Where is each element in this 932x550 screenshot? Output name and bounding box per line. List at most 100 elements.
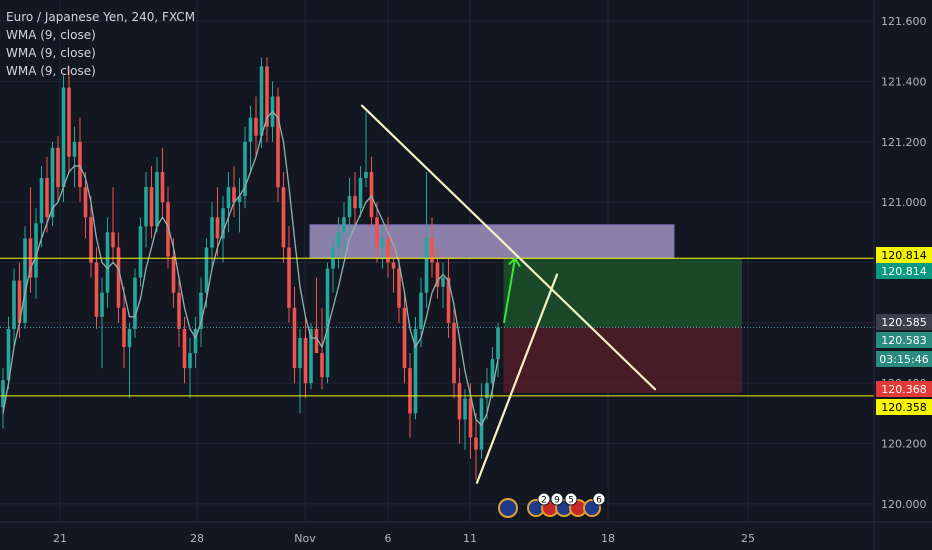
price-label-wma[interactable]: 120.583 [876,332,932,348]
candle [78,117,82,203]
price-label-level[interactable]: 120.814 [876,247,932,263]
price-label-level[interactable]: 120.358 [876,399,932,415]
price-label-bg [876,314,932,330]
candle-body [50,147,55,218]
candle [347,178,352,239]
candle [391,238,396,293]
x-tick-label: 25 [741,532,755,545]
candle-body [160,171,165,203]
candle [248,105,253,172]
candle-body [342,217,346,233]
price-label-bg [876,351,932,367]
candle [380,226,385,269]
candle-body [441,277,445,287]
candle-body [138,226,143,278]
candle-body [215,217,220,239]
candle-body [413,328,418,414]
candle-body [17,280,22,323]
candle-body [353,196,357,209]
candle-body [210,217,214,248]
candle [397,256,401,323]
price-label-text: 120.358 [881,401,927,414]
candle [479,383,484,459]
candle [100,277,104,369]
candle-body [177,292,181,329]
candle [353,171,357,227]
event-count-badge[interactable]: 9 [550,492,564,506]
candle [144,171,148,248]
candle [188,337,192,399]
candle-body [133,277,137,329]
price-label-target[interactable]: 120.814 [876,263,932,279]
candle-body [182,328,187,369]
position-zones [309,224,742,393]
indicator-label-2[interactable]: WMA (9, close) [6,46,96,60]
event-count-badge[interactable]: 2 [537,492,551,506]
candle [446,256,451,338]
candle [6,316,11,390]
candle [160,147,165,218]
trend-line[interactable] [475,273,559,484]
candle-body [364,171,368,179]
candle [232,165,236,218]
event-badge-circle [537,492,551,506]
candle [210,202,214,269]
price-label-stop[interactable]: 120.368 [876,381,932,397]
candle [149,165,154,239]
candle [314,277,319,354]
target-arrow-head [508,256,521,268]
x-tick-label: 18 [601,532,615,545]
candle-body [259,66,264,136]
candle [72,126,77,188]
candle-body [287,247,291,308]
target-arrow[interactable] [503,258,516,324]
loss-zone [503,327,742,393]
candle [226,171,231,233]
price-label-countdown[interactable]: 03:15:46 [876,351,932,367]
profit-zone [503,258,742,328]
candle-body [254,117,258,136]
candle-body [320,353,324,378]
candle-body [243,141,247,197]
indicator-label-3[interactable]: WMA (9, close) [6,64,96,78]
x-tick-label: 11 [463,532,477,545]
event-marker-eu[interactable] [498,498,518,518]
candle [259,57,264,148]
candle [122,286,126,369]
candles [1,57,500,480]
candle-body [391,262,396,269]
candle [292,286,297,384]
price-label-text: 120.368 [881,383,927,396]
wma-indicator [2,110,499,427]
candle-body [336,232,341,248]
event-count-badge[interactable]: 5 [564,492,578,506]
symbol-title[interactable]: Euro / Japanese Yen, 240, FXCM [6,10,196,24]
candle-body [435,262,440,287]
candle-body [496,327,500,360]
trend-line[interactable] [360,104,657,391]
candle [127,322,132,399]
event-badge-count: 9 [554,496,560,506]
candle-body [265,66,269,127]
candle-body [237,196,242,203]
candle [94,247,99,329]
candle [199,277,203,347]
candle-body [402,307,407,369]
candle-body [369,171,374,218]
candle-body [67,87,71,157]
price-label-last[interactable]: 120.585 [876,314,932,330]
candle-body [61,87,66,188]
event-count-badge[interactable]: 6 [592,492,606,506]
event-badge-count: 2 [541,496,547,506]
candle-body [105,232,110,293]
indicator-label-1[interactable]: WMA (9, close) [6,28,96,42]
candle [155,156,159,233]
candle [265,57,269,142]
candle-body [6,328,11,381]
candle [309,322,313,390]
candle-body [111,232,115,248]
candle-body [309,328,313,384]
